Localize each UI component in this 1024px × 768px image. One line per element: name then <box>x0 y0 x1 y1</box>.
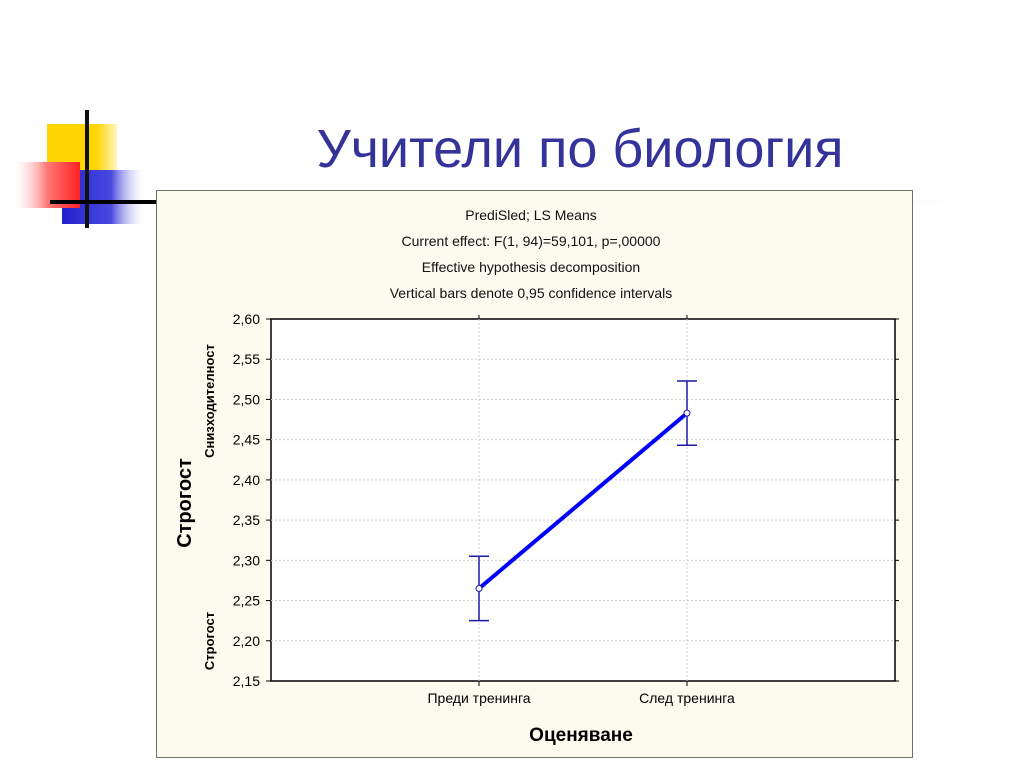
data-point <box>683 409 691 417</box>
chart-header-line-2: Current effect: F(1, 94)=59,101, p=,0000… <box>402 233 661 249</box>
chart-header-line-1: PrediSled; LS Means <box>465 207 597 223</box>
series-layer <box>469 380 697 622</box>
slide-title: Учители по биология <box>316 119 844 179</box>
x-axis-ticks: Преди тренинга След тренинга <box>427 315 735 706</box>
y-axis-label-bottom: Строгост <box>202 612 217 670</box>
y-axis-label: Строгост <box>174 458 196 548</box>
y-tick-label: 2,25 <box>233 593 260 609</box>
x-axis-label: Оценяване <box>529 725 633 746</box>
chart: PrediSled; LS Means Current effect: F(1,… <box>174 207 899 746</box>
chart-header-line-4: Vertical bars denote 0,95 confidence int… <box>390 285 673 301</box>
x-tick-label: Преди тренинга <box>427 690 530 706</box>
y-tick-label: 2,60 <box>233 311 260 327</box>
y-tick-label: 2,15 <box>233 673 260 689</box>
chart-header-line-3: Effective hypothesis decomposition <box>422 259 640 275</box>
data-point <box>475 584 483 592</box>
y-axis-label-top: Снизходителност <box>202 344 217 458</box>
slide-logo <box>14 110 144 228</box>
y-axis-ticks: 2,15 2,20 2,25 2,30 2,35 2,40 2,45 2,50 2,55 2,60 <box>233 311 899 689</box>
x-tick-label: След тренинга <box>639 690 735 706</box>
y-tick-label: 2,45 <box>233 432 260 448</box>
chart-panel: PrediSled; LS Means Current effect: F(1,… <box>156 190 913 758</box>
logo-vertical-bar <box>85 110 89 228</box>
y-tick-label: 2,40 <box>233 472 260 488</box>
y-tick-label: 2,30 <box>233 552 260 568</box>
series-line <box>477 411 689 591</box>
y-tick-label: 2,50 <box>233 391 260 407</box>
y-tick-label: 2,55 <box>233 351 260 367</box>
y-tick-label: 2,35 <box>233 512 260 528</box>
y-tick-label: 2,20 <box>233 633 260 649</box>
